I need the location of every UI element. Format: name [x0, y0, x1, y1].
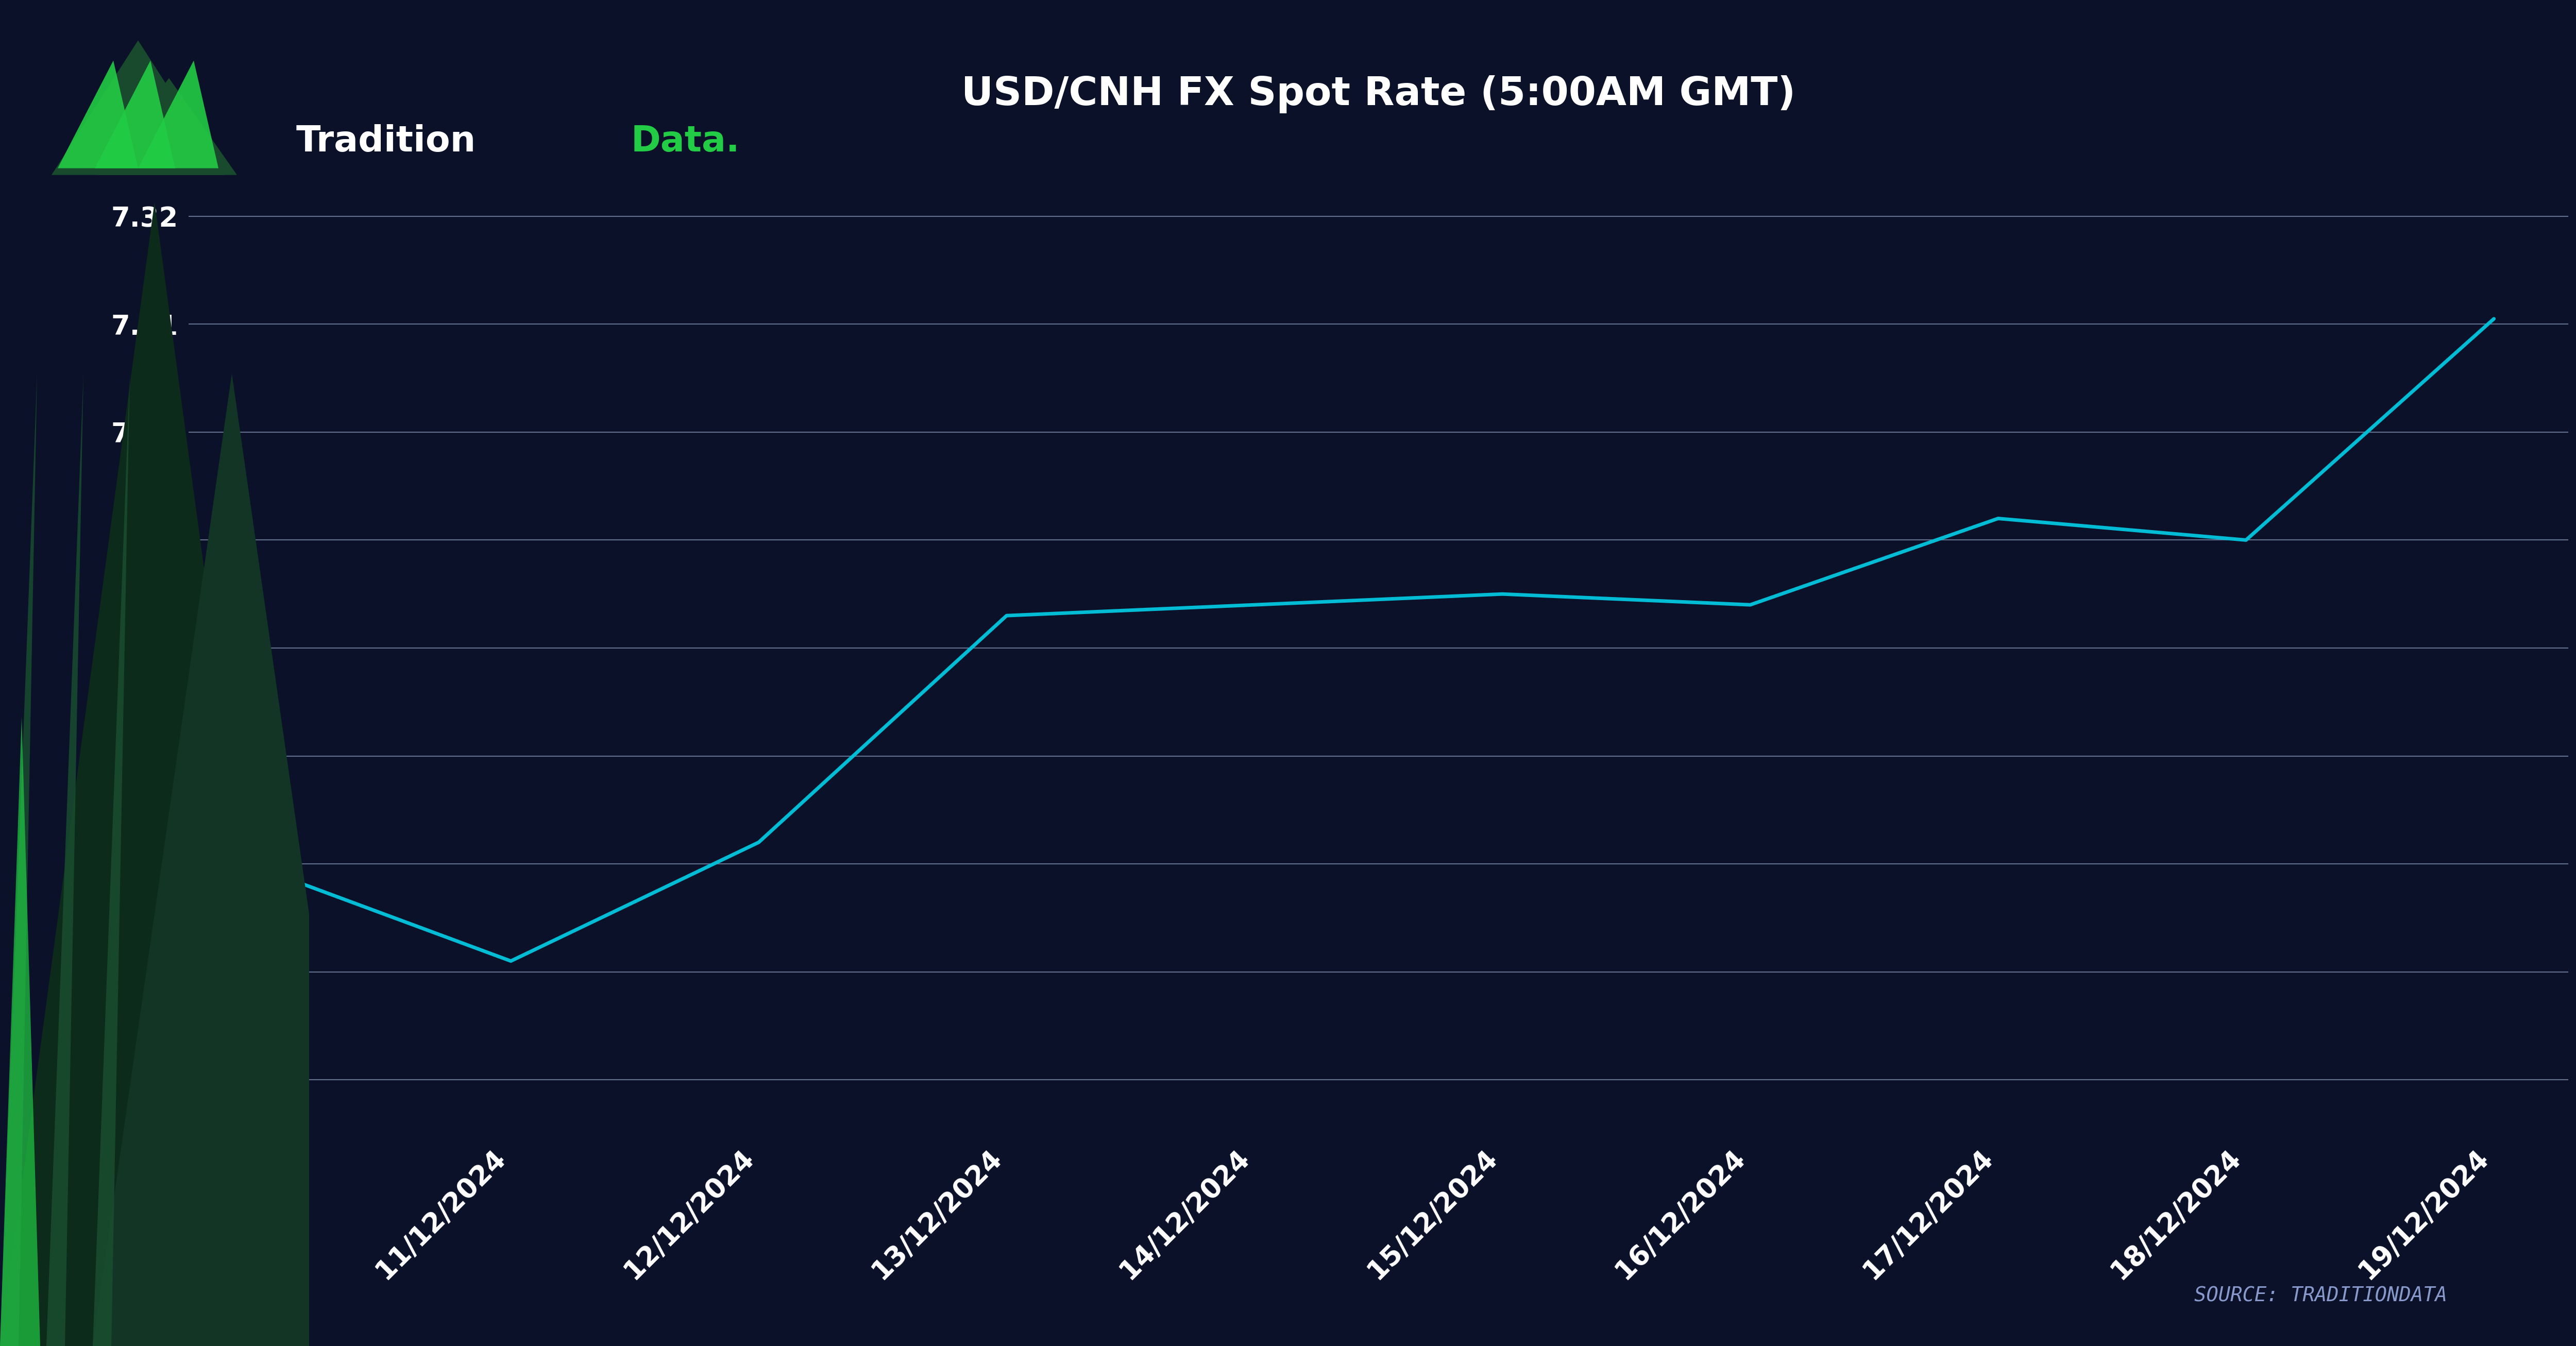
Text: SOURCE: TRADITIONDATA: SOURCE: TRADITIONDATA — [2195, 1285, 2447, 1306]
Polygon shape — [46, 374, 82, 1346]
Polygon shape — [57, 61, 139, 168]
Polygon shape — [95, 61, 175, 168]
Polygon shape — [0, 374, 36, 1346]
Polygon shape — [0, 716, 41, 1346]
Polygon shape — [98, 78, 237, 175]
Polygon shape — [93, 374, 371, 1346]
Text: Tradition: Tradition — [296, 124, 477, 159]
Text: Data.: Data. — [631, 124, 739, 159]
Polygon shape — [0, 202, 309, 1346]
Polygon shape — [52, 40, 224, 175]
Polygon shape — [93, 374, 129, 1346]
Title: USD/CNH FX Spot Rate (5:00AM GMT): USD/CNH FX Spot Rate (5:00AM GMT) — [961, 75, 1795, 113]
Polygon shape — [139, 61, 219, 168]
